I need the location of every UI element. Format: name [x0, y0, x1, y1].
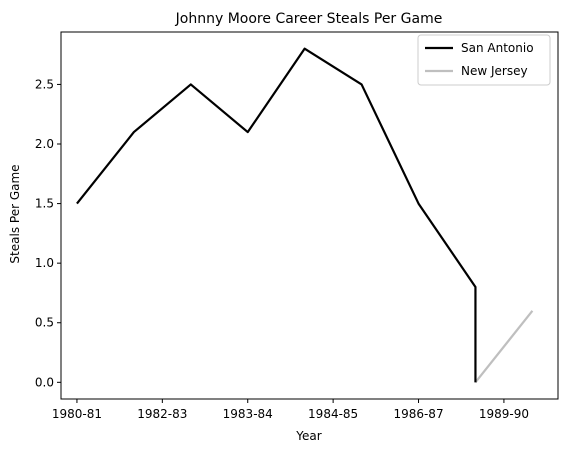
x-tick-label: 1983-84	[223, 407, 273, 421]
y-tick-label: 0.0	[35, 375, 54, 389]
series-line-new-jersey	[474, 310, 534, 384]
y-tick-label: 2.0	[35, 137, 54, 151]
x-axis-label: Year	[295, 429, 321, 443]
series-line-san-antonio	[76, 47, 477, 383]
x-tick-label: 1980-81	[52, 407, 102, 421]
y-tick-label: 2.5	[35, 77, 54, 91]
y-tick-label: 1.0	[35, 256, 54, 270]
legend-label-san-antonio: San Antonio	[461, 41, 534, 55]
y-tick-label: 0.5	[35, 316, 54, 330]
y-tick-label: 1.5	[35, 197, 54, 211]
plot-area-frame	[60, 31, 559, 400]
chart-title: Johnny Moore Career Steals Per Game	[175, 11, 443, 27]
y-axis-label: Steals Per Game	[8, 164, 22, 263]
x-tick-label: 1982-83	[137, 407, 187, 421]
legend-label-new-jersey: New Jersey	[461, 64, 528, 78]
ticks-layer: 0.0 0.5 1.0 1.5 2.0 2.5 1980-81 1982-83 1983-84 1…	[35, 77, 529, 421]
x-tick-label: 1989-90	[479, 407, 529, 421]
x-tick-label: 1986-87	[393, 407, 443, 421]
series-layer	[76, 47, 534, 384]
legend: San Antonio New Jersey	[417, 34, 551, 86]
x-tick-label: 1984-85	[308, 407, 358, 421]
